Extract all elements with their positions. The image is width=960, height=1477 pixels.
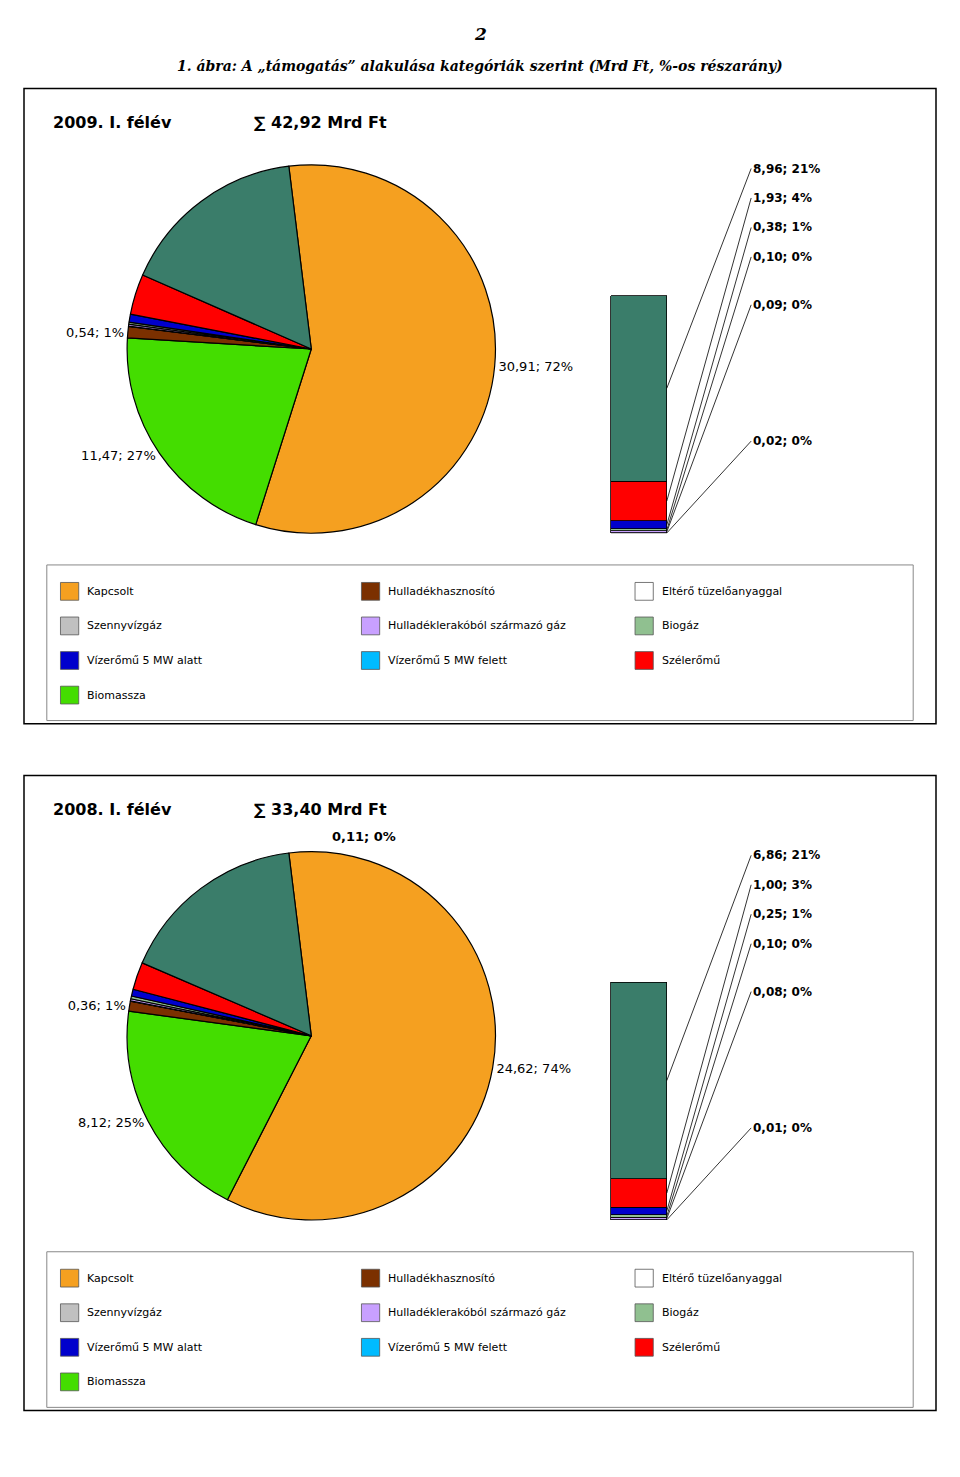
svg-text:Biogáz: Biogáz — [662, 1306, 699, 1319]
svg-text:Szennyvízgáz: Szennyvízgáz — [87, 619, 162, 632]
svg-text:0,01; 0%: 0,01; 0% — [753, 1121, 812, 1135]
svg-text:Eltérő tüzelőanyaggal: Eltérő tüzelőanyaggal — [662, 585, 782, 598]
svg-text:Szennyvízgáz: Szennyvízgáz — [87, 1306, 162, 1319]
svg-text:2009. I. félév: 2009. I. félév — [53, 113, 172, 132]
svg-text:24,62; 74%: 24,62; 74% — [496, 1061, 571, 1076]
svg-text:Eltérő tüzelőanyaggal: Eltérő tüzelőanyaggal — [662, 1272, 782, 1285]
svg-text:Vízerőmű 5 MW alatt: Vízerőmű 5 MW alatt — [87, 1341, 203, 1354]
svg-text:1,93; 4%: 1,93; 4% — [753, 191, 812, 205]
svg-text:0,10; 0%: 0,10; 0% — [753, 250, 812, 264]
svg-text:0,08; 0%: 0,08; 0% — [753, 985, 812, 999]
svg-text:2: 2 — [474, 24, 487, 44]
svg-text:Vízerőmű 5 MW felett: Vízerőmű 5 MW felett — [388, 654, 508, 667]
svg-text:Vízerőmű 5 MW alatt: Vízerőmű 5 MW alatt — [87, 654, 203, 667]
svg-text:8,96; 21%: 8,96; 21% — [753, 162, 820, 176]
svg-text:0,54; 1%: 0,54; 1% — [66, 325, 124, 340]
svg-text:0,10; 0%: 0,10; 0% — [753, 937, 812, 951]
svg-text:0,38; 1%: 0,38; 1% — [753, 220, 812, 234]
svg-text:8,12; 25%: 8,12; 25% — [78, 1115, 144, 1130]
svg-text:1. ábra: A „támogatás” alakulá: 1. ábra: A „támogatás” alakulása kategór… — [177, 58, 783, 74]
svg-text:∑ 33,40 Mrd Ft: ∑ 33,40 Mrd Ft — [254, 800, 387, 819]
svg-text:∑ 42,92 Mrd Ft: ∑ 42,92 Mrd Ft — [254, 113, 387, 132]
svg-text:Hulladékhasznosító: Hulladékhasznosító — [388, 1272, 495, 1285]
svg-text:Biomassza: Biomassza — [87, 1375, 146, 1388]
svg-text:Hulladékhasznosító: Hulladékhasznosító — [388, 585, 495, 598]
svg-text:0,02; 0%: 0,02; 0% — [753, 434, 812, 448]
svg-text:0,36; 1%: 0,36; 1% — [68, 998, 126, 1013]
svg-text:6,86; 21%: 6,86; 21% — [753, 848, 820, 862]
svg-text:Kapcsolt: Kapcsolt — [87, 585, 134, 598]
svg-text:Kapcsolt: Kapcsolt — [87, 1272, 134, 1285]
svg-text:Biogáz: Biogáz — [662, 619, 699, 632]
svg-text:Szélerőmű: Szélerőmű — [662, 1341, 720, 1354]
svg-text:Hulladéklerakóból származó gáz: Hulladéklerakóból származó gáz — [388, 1306, 566, 1319]
svg-text:Vízerőmű 5 MW felett: Vízerőmű 5 MW felett — [388, 1341, 508, 1354]
svg-text:11,47; 27%: 11,47; 27% — [81, 448, 156, 463]
svg-text:0,11; 0%: 0,11; 0% — [332, 829, 396, 844]
svg-text:0,09; 0%: 0,09; 0% — [753, 298, 812, 312]
svg-text:Hulladéklerakóból származó gáz: Hulladéklerakóból származó gáz — [388, 619, 566, 632]
svg-text:2008. I. félév: 2008. I. félév — [53, 800, 172, 819]
svg-text:0,25; 1%: 0,25; 1% — [753, 907, 812, 921]
svg-text:30,91; 72%: 30,91; 72% — [498, 359, 573, 374]
svg-text:Szélerőmű: Szélerőmű — [662, 654, 720, 667]
svg-text:Biomassza: Biomassza — [87, 689, 146, 702]
svg-text:1,00; 3%: 1,00; 3% — [753, 878, 812, 892]
